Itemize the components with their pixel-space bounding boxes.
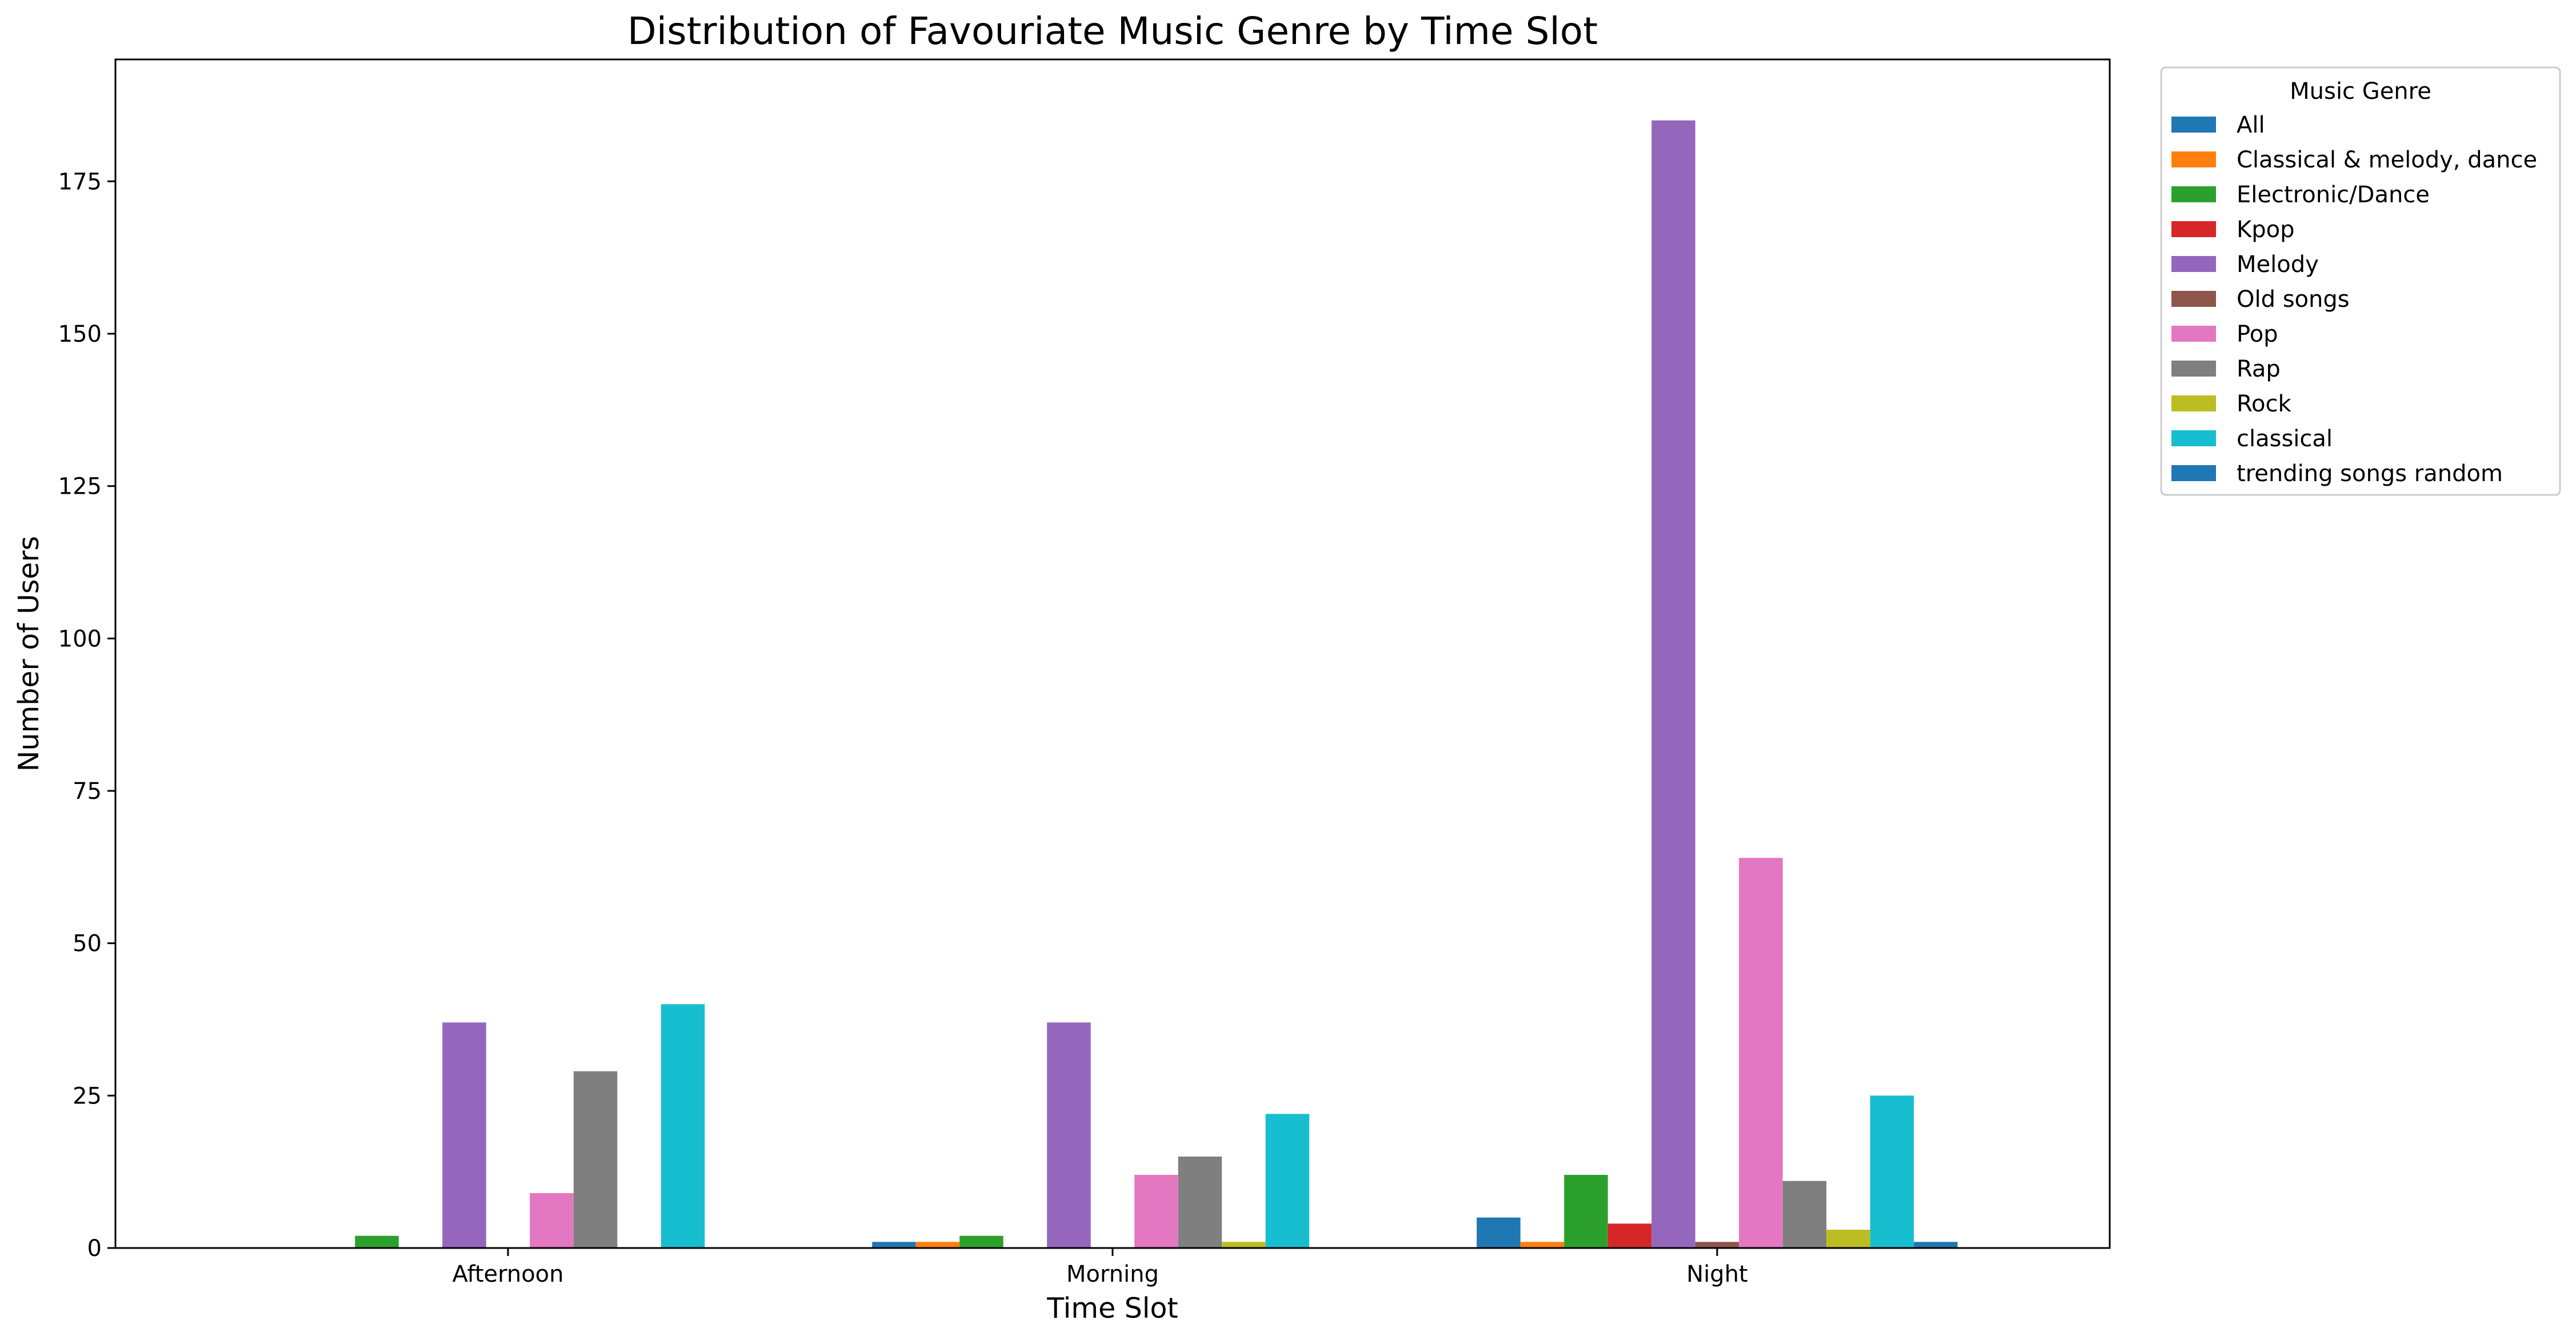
legend: Music Genre All Classical & melody, dance… — [2160, 66, 2561, 496]
bar — [1134, 1175, 1178, 1248]
legend-swatch — [2171, 186, 2216, 202]
y-axis-label: Number of Users — [13, 536, 45, 771]
bar — [1826, 1230, 1870, 1248]
legend-box — [2160, 66, 2561, 496]
bar — [1695, 1242, 1739, 1248]
x-tick-label: Night — [1686, 1261, 1747, 1287]
legend-swatch — [2171, 256, 2216, 272]
legend-label: Kpop — [2237, 217, 2294, 243]
legend-label: All — [2237, 112, 2265, 138]
bar — [661, 1004, 705, 1248]
bar — [442, 1022, 486, 1248]
legend-label: Classical & melody, dance — [2237, 147, 2537, 173]
bar — [1520, 1242, 1565, 1248]
bar — [1651, 120, 1695, 1248]
bar — [1607, 1223, 1652, 1248]
x-tick-label: Afternoon — [453, 1261, 564, 1287]
plot-frame — [114, 58, 2111, 1249]
bar — [1739, 858, 1783, 1248]
legend-label: Electronic/Dance — [2237, 182, 2430, 208]
legend-title: Music Genre — [2290, 78, 2431, 105]
legend-swatch — [2171, 465, 2216, 481]
bar — [1477, 1217, 1521, 1248]
legend-label: Pop — [2237, 321, 2278, 347]
legend-swatch — [2171, 326, 2216, 342]
bar — [1914, 1242, 1958, 1248]
bar — [1178, 1157, 1222, 1248]
bars-layer — [355, 120, 1958, 1248]
chart-title: Distribution of Favouriate Music Genre b… — [627, 9, 1598, 53]
legend-label: trending songs random — [2237, 461, 2503, 487]
bar — [1564, 1175, 1608, 1248]
legend-swatch — [2171, 361, 2216, 377]
x-axis-label: Time Slot — [1046, 1292, 1178, 1325]
y-tick-label: 100 — [58, 626, 102, 652]
x-axis-ticks: Afternoon Morning Night — [453, 1248, 1748, 1287]
bar — [573, 1071, 618, 1248]
y-tick-label: 125 — [58, 474, 102, 500]
y-tick-label: 50 — [73, 931, 102, 957]
y-axis-ticks: 0 25 50 75 100 125 150 175 — [58, 169, 115, 1262]
legend-swatch — [2171, 291, 2216, 307]
bar — [872, 1242, 916, 1248]
legend-items: All Classical & melody, dance Electronic/D… — [2171, 112, 2537, 487]
y-tick-label: 150 — [58, 321, 102, 347]
x-tick-label: Morning — [1066, 1261, 1159, 1287]
bar — [1222, 1242, 1266, 1248]
bar — [1047, 1022, 1091, 1248]
bar — [1782, 1181, 1827, 1248]
legend-label: Rock — [2237, 391, 2291, 417]
bar — [1870, 1095, 1914, 1248]
legend-swatch — [2171, 395, 2216, 411]
bar — [355, 1235, 399, 1248]
bar — [1265, 1114, 1310, 1248]
legend-swatch — [2171, 117, 2216, 133]
legend-swatch — [2171, 430, 2216, 446]
y-tick-label: 75 — [73, 778, 102, 805]
legend-swatch — [2171, 151, 2216, 167]
legend-label: Old songs — [2237, 286, 2350, 313]
legend-swatch — [2171, 221, 2216, 237]
bar — [959, 1235, 1003, 1248]
bar — [915, 1242, 960, 1248]
legend-label: Rap — [2237, 356, 2281, 382]
y-tick-label: 0 — [87, 1235, 102, 1262]
y-tick-label: 25 — [73, 1083, 102, 1109]
legend-label: Melody — [2237, 251, 2319, 278]
bar — [530, 1193, 574, 1248]
y-tick-label: 175 — [58, 169, 102, 195]
legend-label: classical — [2237, 426, 2333, 452]
